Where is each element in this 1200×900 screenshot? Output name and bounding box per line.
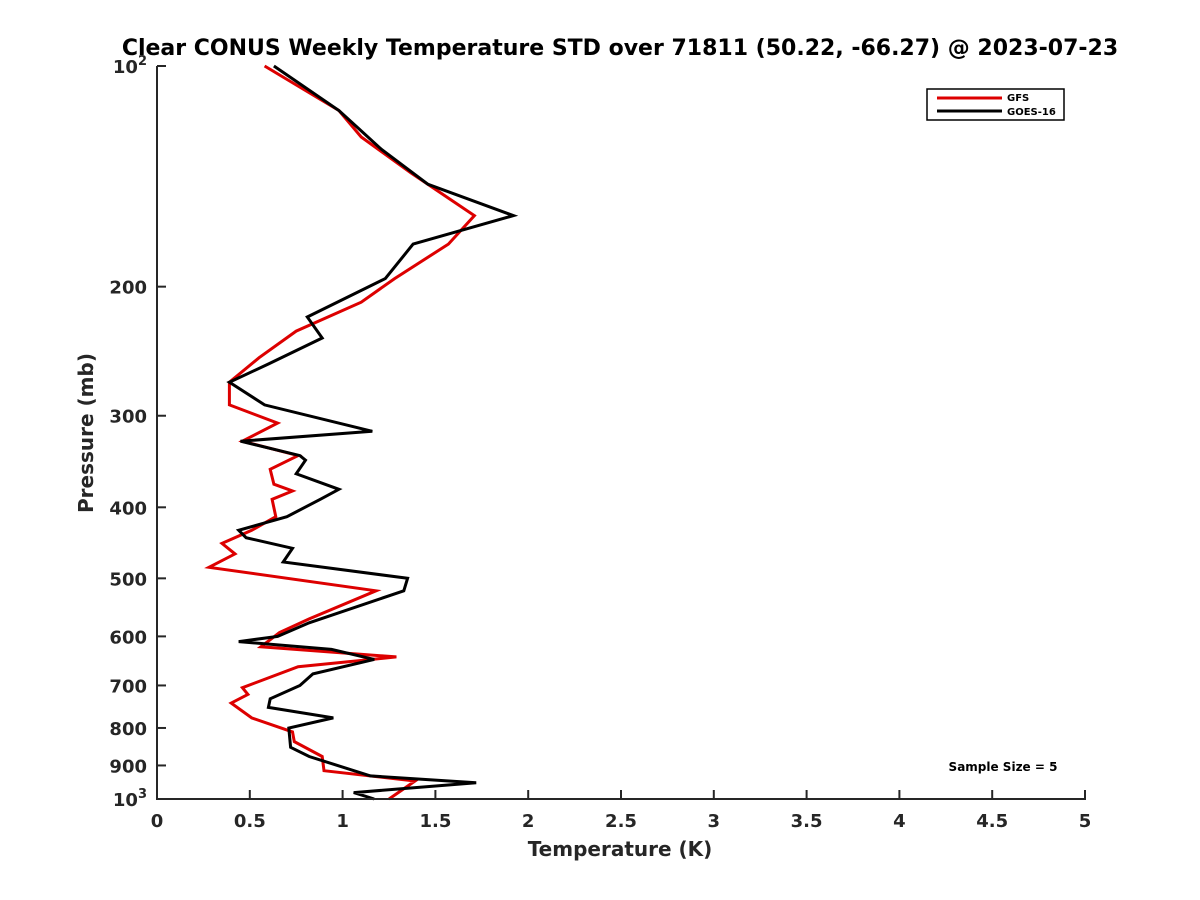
x-tick-label: 3 [708,811,721,832]
y-tick-label: 103 [113,787,147,811]
x-tick-label: 1.5 [419,811,451,832]
y-tick-label: 102 [113,54,147,78]
y-tick-label: 500 [109,569,147,590]
y-tick-label: 600 [109,627,147,648]
legend-label-goes-16: GOES-16 [1007,107,1056,118]
y-tick-label: 400 [109,498,147,519]
legend-label-gfs: GFS [1007,93,1029,104]
series-line-goes-16 [226,64,519,801]
chart-title: Clear CONUS Weekly Temperature STD over … [122,36,1118,61]
x-tick-label: 2 [522,811,535,832]
x-tick-label: 5 [1079,811,1092,832]
x-tick-label: 0 [151,811,164,832]
y-tick-label: 900 [109,756,147,777]
x-tick-label: 3.5 [791,811,823,832]
y-tick-label: 800 [109,719,147,740]
x-axis-label: Temperature (K) [528,837,713,861]
y-tick-label: 300 [109,407,147,428]
plot-frame-left [156,66,158,799]
x-tick-label: 0.5 [234,811,266,832]
x-tick-label: 4 [893,811,906,832]
y-axis: 102 200 300 400 500 600 700 800 900 103 [109,54,166,811]
sample-size-annotation: Sample Size = 5 [949,760,1058,774]
series-layer [204,64,519,801]
x-tick-label: 1 [336,811,349,832]
y-axis-label: Pressure (mb) [74,353,98,513]
x-tick-label: 4.5 [976,811,1008,832]
y-tick-label: 700 [109,676,147,697]
legend: GFS GOES-16 [926,88,1065,121]
x-tick-label: 2.5 [605,811,637,832]
legend-box [926,88,1065,121]
y-tick-label: 200 [109,278,147,299]
x-axis: 0 0.5 1 1.5 2 2.5 3 3.5 4 4.5 5 [151,790,1092,832]
